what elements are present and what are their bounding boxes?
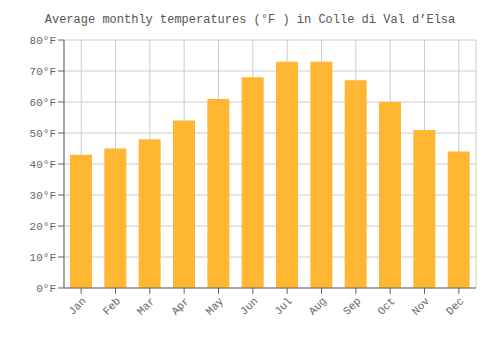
svg-text:Dec: Dec: [444, 295, 466, 317]
svg-text:10°F: 10°F: [30, 252, 56, 264]
svg-text:80°F: 80°F: [30, 35, 56, 47]
svg-text:50°F: 50°F: [30, 128, 56, 140]
svg-text:Jan: Jan: [66, 295, 88, 317]
svg-text:Mar: Mar: [135, 295, 157, 317]
svg-text:Jun: Jun: [238, 295, 260, 317]
svg-text:20°F: 20°F: [30, 221, 56, 233]
svg-text:Sep: Sep: [341, 295, 363, 317]
svg-text:Nov: Nov: [410, 295, 433, 318]
svg-text:40°F: 40°F: [30, 159, 56, 171]
html-text:Average monthly temperatures (: Average monthly temperatures (°F ) in Co…: [44, 13, 456, 27]
svg-text:Feb: Feb: [101, 295, 123, 317]
svg-text:0°F: 0°F: [36, 283, 56, 295]
svg-text:Apr: Apr: [169, 295, 191, 317]
svg-text:Aug: Aug: [307, 295, 329, 317]
svg-text:60°F: 60°F: [30, 97, 56, 109]
svg-text:Oct: Oct: [375, 295, 397, 317]
svg-text:30°F: 30°F: [30, 190, 56, 202]
svg-text:May: May: [204, 295, 227, 318]
svg-text:Jul: Jul: [272, 295, 294, 317]
svg-text:70°F: 70°F: [30, 66, 56, 78]
